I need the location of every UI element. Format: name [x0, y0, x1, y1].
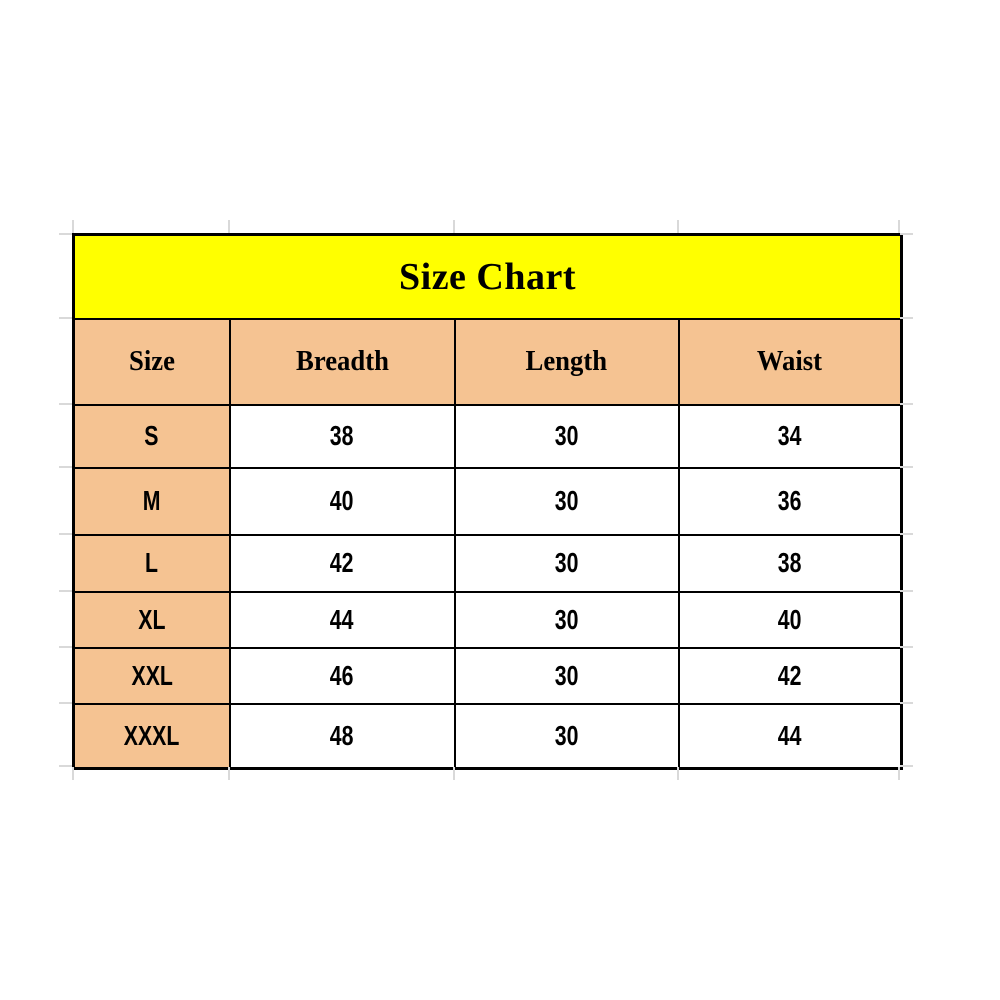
- gridline-stub: [900, 646, 913, 648]
- table-row-xxl: XXL 46 30 42: [72, 646, 903, 705]
- gridline-stub: [453, 767, 455, 780]
- gridline-stub: [677, 220, 679, 233]
- waist-cell: 38: [677, 533, 903, 593]
- waist-cell: 44: [677, 702, 903, 770]
- column-header-length-label: Length: [525, 345, 608, 377]
- breadth-cell: 44: [228, 590, 456, 649]
- breadth-value: 44: [330, 603, 354, 635]
- gridline-stub: [677, 767, 679, 780]
- gridline-stub: [900, 590, 913, 592]
- column-header-length: Length: [453, 317, 680, 406]
- breadth-cell: 46: [228, 646, 456, 705]
- size-chart-table: Size Chart Size Breadth Length Waist S 3…: [72, 233, 904, 770]
- gridline-stub: [72, 220, 74, 233]
- waist-value: 44: [777, 719, 802, 751]
- waist-value: 42: [777, 659, 802, 691]
- length-cell: 30: [453, 590, 680, 649]
- chart-title-cell: Size Chart: [72, 233, 903, 320]
- table-row-s: S 38 30 34: [72, 403, 903, 469]
- table-row-m: M 40 30 36: [72, 466, 903, 536]
- column-header-waist: Waist: [677, 317, 903, 406]
- breadth-cell: 48: [228, 702, 456, 770]
- gridline-stub: [59, 403, 72, 405]
- breadth-value: 46: [330, 659, 354, 691]
- size-cell: S: [72, 403, 231, 469]
- column-header-waist-label: Waist: [757, 345, 823, 377]
- breadth-cell: 40: [228, 466, 456, 536]
- table-row-xxxl: XXXL 48 30 44: [72, 702, 903, 770]
- size-value: M: [142, 485, 161, 516]
- length-value: 30: [554, 547, 579, 578]
- gridline-stub: [228, 767, 230, 780]
- length-cell: 30: [453, 646, 680, 705]
- gridline-stub: [900, 317, 913, 319]
- length-cell: 30: [453, 533, 680, 593]
- gridline-stub: [59, 533, 72, 535]
- size-cell: XXXL: [72, 702, 231, 770]
- size-cell: XL: [72, 590, 231, 649]
- waist-value: 38: [777, 547, 802, 578]
- waist-value: 40: [777, 603, 802, 635]
- gridline-stub: [59, 702, 72, 704]
- table-row-l: L 42 30 38: [72, 533, 903, 593]
- column-header-size: Size: [72, 317, 231, 406]
- breadth-value: 38: [330, 420, 354, 451]
- breadth-cell: 38: [228, 403, 456, 469]
- gridline-stub: [900, 466, 913, 468]
- gridline-stub: [900, 765, 913, 767]
- waist-value: 36: [777, 485, 802, 516]
- gridline-stub: [59, 466, 72, 468]
- size-value: XXL: [131, 659, 173, 691]
- length-value: 30: [554, 659, 579, 691]
- gridline-stub: [59, 646, 72, 648]
- column-header-size-label: Size: [128, 345, 175, 377]
- gridline-stub: [453, 220, 455, 233]
- gridline-stub: [900, 403, 913, 405]
- length-cell: 30: [453, 702, 680, 770]
- header-row: Size Breadth Length Waist: [72, 317, 903, 406]
- gridline-stub: [59, 317, 72, 319]
- gridline-stub: [900, 233, 913, 235]
- breadth-value: 40: [330, 485, 354, 516]
- breadth-cell: 42: [228, 533, 456, 593]
- gridline-stub: [900, 533, 913, 535]
- waist-cell: 34: [677, 403, 903, 469]
- length-value: 30: [554, 420, 579, 451]
- gridline-stub: [59, 233, 72, 235]
- size-value: XL: [138, 603, 166, 635]
- gridline-stub: [900, 702, 913, 704]
- length-value: 30: [554, 603, 579, 635]
- length-value: 30: [554, 719, 579, 751]
- waist-value: 34: [777, 420, 802, 451]
- breadth-value: 48: [330, 719, 354, 751]
- length-value: 30: [554, 485, 579, 516]
- size-value: XXXL: [123, 719, 180, 751]
- waist-cell: 42: [677, 646, 903, 705]
- gridline-stub: [59, 590, 72, 592]
- table-row-xl: XL 44 30 40: [72, 590, 903, 649]
- gridline-stub: [898, 767, 900, 780]
- size-cell: L: [72, 533, 231, 593]
- size-cell: M: [72, 466, 231, 536]
- size-value: S: [144, 420, 159, 451]
- chart-title: Size Chart: [399, 255, 577, 298]
- waist-cell: 36: [677, 466, 903, 536]
- gridline-stub: [72, 767, 74, 780]
- breadth-value: 42: [330, 547, 354, 578]
- length-cell: 30: [453, 466, 680, 536]
- size-cell: XXL: [72, 646, 231, 705]
- size-value: L: [145, 547, 159, 578]
- waist-cell: 40: [677, 590, 903, 649]
- gridline-stub: [228, 220, 230, 233]
- gridline-stub: [898, 220, 900, 233]
- column-header-breadth-label: Breadth: [295, 345, 389, 377]
- length-cell: 30: [453, 403, 680, 469]
- gridline-stub: [59, 765, 72, 767]
- title-row: Size Chart: [72, 233, 903, 320]
- column-header-breadth: Breadth: [228, 317, 456, 406]
